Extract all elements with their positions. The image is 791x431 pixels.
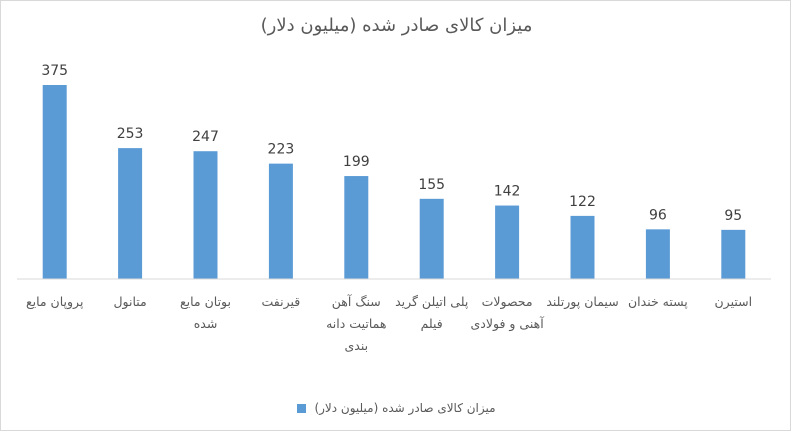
category-label-3: قیرنفت <box>261 294 301 309</box>
data-label-2: 247 <box>192 129 219 145</box>
bar-3 <box>268 163 293 279</box>
bar-9 <box>721 229 746 279</box>
bar-8 <box>645 229 670 279</box>
bar-1 <box>118 148 143 279</box>
data-label-9: 95 <box>724 208 742 224</box>
chart-title: میزان کالای صادر شده (میلیون دلار) <box>260 15 533 36</box>
data-label-4: 199 <box>343 154 370 170</box>
category-label-7: سیمان پورتلند <box>546 294 619 309</box>
bar-2 <box>193 151 218 279</box>
bar-7 <box>570 215 595 279</box>
legend: میزان کالای صادر شده (میلیون دلار) <box>1 401 791 415</box>
legend-label: میزان کالای صادر شده (میلیون دلار) <box>314 401 496 415</box>
data-label-3: 223 <box>268 142 295 158</box>
category-label-0: پروپان مایع <box>25 294 84 309</box>
data-label-5: 155 <box>418 177 445 193</box>
category-label-4: سنگ آهن هماتیت دانه بندی <box>326 294 387 353</box>
data-label-6: 142 <box>494 184 521 200</box>
bar-0 <box>42 85 67 279</box>
data-label-8: 96 <box>649 207 667 223</box>
plot-area: 375 253 247 223 199 155 142 122 96 95 <box>17 63 771 280</box>
category-label-9: استیرن <box>714 294 753 309</box>
category-label-1: متانول <box>113 294 147 309</box>
data-label-0: 375 <box>41 63 68 79</box>
category-label-2: بوتان مایع شده <box>179 294 231 331</box>
legend-swatch <box>297 403 307 413</box>
category-label-6: محصولات آهنی و فولادی <box>470 294 544 331</box>
bar-4 <box>344 176 369 279</box>
category-label-5: پلی اتیلن گرید فیلم <box>395 294 469 331</box>
data-label-7: 122 <box>569 194 596 210</box>
bar-6 <box>495 205 520 279</box>
data-label-1: 253 <box>117 126 144 142</box>
category-label-8: پسته خندان <box>627 294 688 309</box>
bar-5 <box>419 198 444 279</box>
